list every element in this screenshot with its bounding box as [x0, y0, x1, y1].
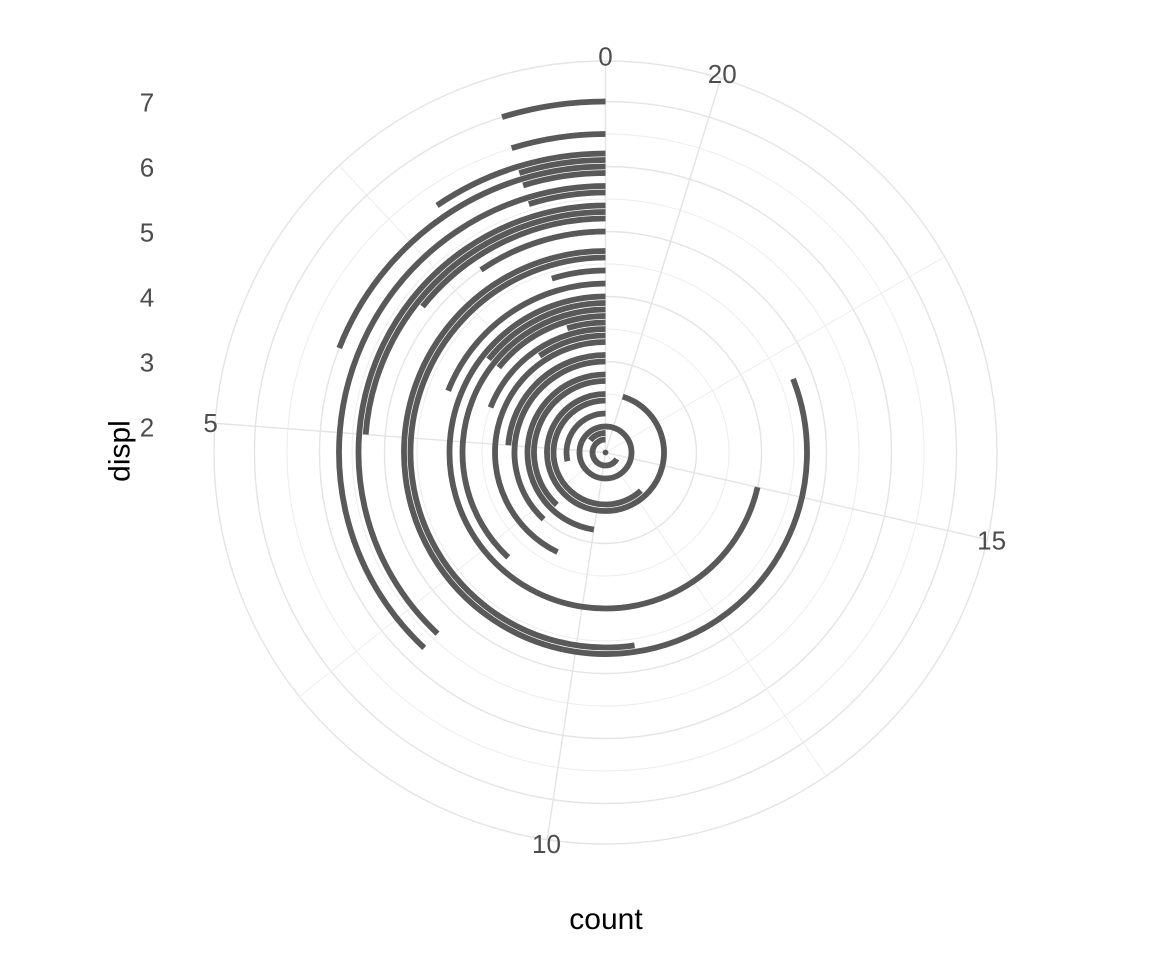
bar-displ-1.9: [587, 430, 606, 443]
bar-displ-3.7: [496, 313, 606, 370]
bar-displ-6.2: [435, 150, 606, 208]
grid-major-spoke: [604, 78, 722, 453]
bar-displ-2.4: [550, 397, 643, 508]
x-axis-title: count: [569, 903, 643, 936]
bar-displ-7: [501, 98, 606, 120]
y-axis-title: displ: [104, 420, 137, 482]
bar-displ-3.3: [492, 339, 606, 555]
bar-displ-5.7: [336, 183, 606, 650]
bar-displ-4.6: [407, 254, 635, 651]
count-tick-label-5: 5: [203, 408, 217, 438]
bar-displ-4: [446, 293, 761, 612]
displ-tick-label-2: 2: [140, 413, 154, 443]
bar-displ-5.3: [362, 209, 606, 435]
count-tick-label-15: 15: [977, 526, 1006, 556]
bar-displ-5.9: [522, 170, 606, 189]
bar-displ-3.9: [486, 300, 606, 362]
bar-displ-3.1: [505, 352, 606, 446]
bar-displ-4.4: [551, 267, 606, 282]
bar-displ-6.1: [518, 157, 606, 176]
bar-displ-2.2: [563, 410, 606, 462]
bar-displ-3.6: [566, 319, 606, 332]
displ-tick-label-7: 7: [140, 88, 154, 118]
displ-tick-label-4: 4: [140, 283, 154, 313]
bar-displ-6.5: [510, 131, 606, 151]
bar-displ-4.7: [401, 248, 810, 657]
count-tick-label-0: 0: [598, 42, 612, 72]
bar-displ-2: [576, 423, 635, 482]
bar-displ-6: [336, 163, 606, 350]
bar-displ-5.6: [528, 189, 606, 207]
bar-displ-5.2: [420, 215, 606, 309]
count-tick-label-10: 10: [532, 829, 561, 859]
bar-displ-2.5: [544, 391, 667, 514]
count-tick-label-20: 20: [708, 59, 737, 89]
displ-tick-label-6: 6: [140, 153, 154, 183]
bar-displ-3.8: [459, 306, 606, 560]
bar-displ-1.6: [602, 449, 609, 456]
grid-major-spoke: [605, 451, 988, 541]
bar-displ-2.7: [531, 378, 606, 508]
bar-displ-4.2: [445, 280, 606, 392]
grid-minor-spoke: [605, 256, 945, 453]
displ-tick-label-5: 5: [140, 218, 154, 248]
bar-displ-3.5: [487, 326, 606, 409]
displ-tick-label-3: 3: [140, 348, 154, 378]
bar-displ-5: [479, 228, 606, 273]
bar-displ-3: [511, 358, 606, 522]
bar-displ-2.8: [524, 371, 606, 533]
grid-minor-spoke: [605, 452, 827, 777]
bar-displ-3.4: [537, 332, 606, 359]
bar-displ-1.8: [589, 436, 620, 469]
bar-displ-5.4: [355, 202, 606, 636]
